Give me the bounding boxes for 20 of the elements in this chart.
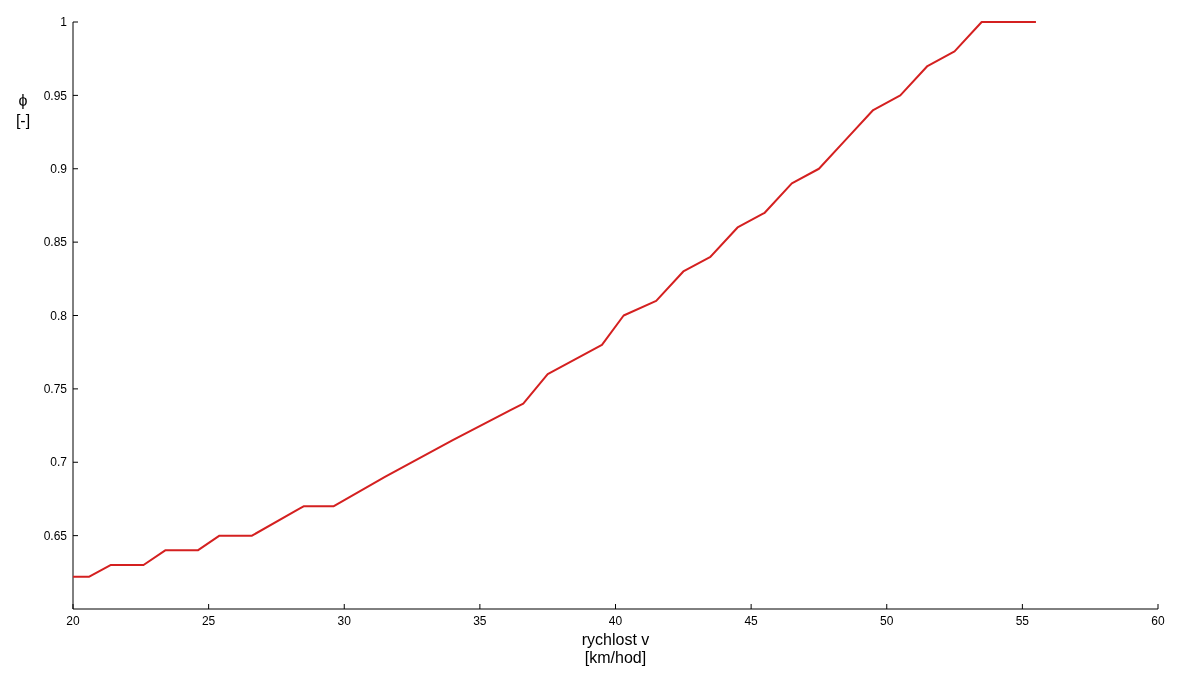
x-tick-label: 25 [201, 614, 216, 628]
x-tick-label: 35 [473, 614, 487, 628]
y-axis-title: ϕ [-] [15, 92, 31, 129]
y-tick-label: 0.7 [50, 455, 68, 470]
x-axis-title: rychlost v [km/hod] [581, 631, 650, 666]
x-tick-label: 40 [608, 614, 623, 628]
y-tick-label: 0.9 [50, 161, 68, 176]
x-tick-label: 20 [66, 614, 80, 628]
x-tick-label: 30 [337, 614, 352, 628]
x-tick-label: 60 [1151, 614, 1165, 628]
y-tick-label: 0.8 [50, 308, 68, 323]
y-tick-label: 0.95 [43, 88, 68, 103]
x-tick-label: 50 [880, 614, 894, 628]
x-tick-label: 55 [1015, 614, 1030, 628]
y-tick-label: 0.85 [43, 235, 68, 250]
line-series [72, 21, 1037, 578]
y-tick-label: 1 [60, 15, 68, 30]
y-tick-label: 0.75 [43, 382, 68, 397]
x-tick-label: 45 [744, 614, 759, 628]
y-tick-label: 0.65 [43, 528, 68, 543]
